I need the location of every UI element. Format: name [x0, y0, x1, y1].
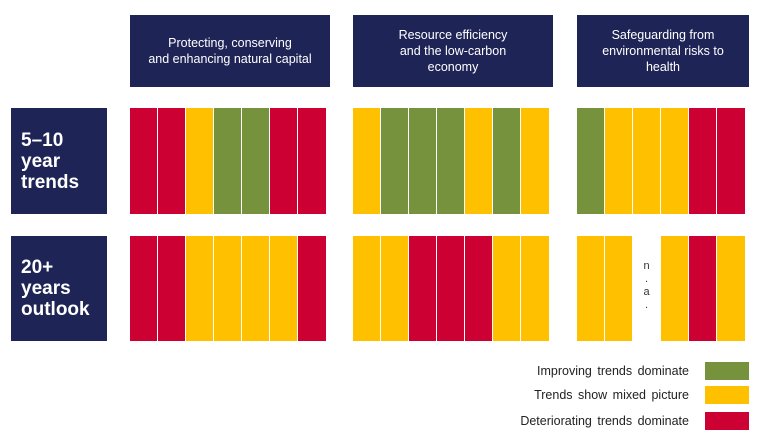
status-cell-improving — [409, 108, 437, 214]
status-cell-mixed — [465, 108, 493, 214]
status-cell-deteriorating — [689, 236, 717, 341]
status-cell-deteriorating — [689, 108, 717, 214]
outlook-cells-20-resource-efficiency — [353, 236, 549, 341]
row-header-20-years-outlook: 20+ years outlook — [11, 236, 107, 341]
status-cell-mixed — [353, 108, 381, 214]
status-cell-mixed — [214, 236, 242, 341]
status-cell-mixed — [717, 236, 745, 341]
legend-label: Deteriorating trends dominate — [520, 414, 689, 428]
legend-swatch-improving — [705, 362, 749, 380]
status-cell-improving — [214, 108, 242, 214]
legend-swatch-mixed — [705, 386, 749, 404]
status-cell-mixed — [270, 236, 298, 341]
na-label: n . a . — [633, 260, 660, 312]
status-cell-deteriorating — [130, 108, 158, 214]
status-cell-mixed — [353, 236, 381, 341]
column-header-resource-efficiency: Resource efficiency and the low-carbon e… — [353, 15, 553, 87]
status-cell-mixed — [186, 108, 214, 214]
legend-item-deteriorating: Deteriorating trends dominate — [520, 412, 749, 430]
status-cell-deteriorating — [158, 108, 186, 214]
status-cell-mixed — [605, 236, 633, 341]
status-cell-deteriorating — [158, 236, 186, 341]
status-cell-mixed — [661, 236, 689, 341]
trend-cells-5-10-natural-capital — [130, 108, 326, 214]
status-cell-mixed — [605, 108, 633, 214]
column-header-environmental-risks: Safeguarding from environmental risks to… — [577, 15, 749, 87]
status-cell-deteriorating — [298, 108, 326, 214]
legend-label: Trends show mixed picture — [534, 388, 689, 402]
column-header-natural-capital: Protecting, conserving and enhancing nat… — [130, 15, 330, 87]
row-header-label: 20+ years outlook — [21, 257, 90, 320]
status-cell-improving — [437, 108, 465, 214]
status-cell-deteriorating — [717, 108, 745, 214]
status-cell-improving — [242, 108, 270, 214]
row-header-label: 5–10 year trends — [21, 130, 79, 193]
legend-item-mixed: Trends show mixed picture — [534, 386, 749, 404]
status-cell-mixed — [661, 108, 689, 214]
trend-cells-5-10-resource-efficiency — [353, 108, 549, 214]
status-cell-mixed — [521, 236, 549, 341]
status-cell-improving — [493, 108, 521, 214]
status-cell-deteriorating — [465, 236, 493, 341]
status-cell-mixed — [577, 236, 605, 341]
status-cell-deteriorating — [270, 108, 298, 214]
status-cell-deteriorating — [130, 236, 158, 341]
status-cell-deteriorating — [409, 236, 437, 341]
status-cell-improving — [381, 108, 409, 214]
status-cell-mixed — [186, 236, 214, 341]
status-cell-deteriorating — [437, 236, 465, 341]
status-cell-mixed — [633, 108, 661, 214]
outlook-cells-20-environmental-risks: n . a . — [577, 236, 745, 341]
status-cell-mixed — [242, 236, 270, 341]
legend-label: Improving trends dominate — [537, 364, 689, 378]
status-cell-mixed — [521, 108, 549, 214]
status-cell-improving — [577, 108, 605, 214]
status-cell-deteriorating — [298, 236, 326, 341]
status-cell-not-applicable: n . a . — [633, 236, 661, 341]
outlook-cells-20-natural-capital — [130, 236, 326, 341]
legend-swatch-deteriorating — [705, 412, 749, 430]
status-cell-mixed — [381, 236, 409, 341]
row-header-5-10-year-trends: 5–10 year trends — [11, 108, 107, 214]
status-cell-mixed — [493, 236, 521, 341]
trend-cells-5-10-environmental-risks — [577, 108, 745, 214]
legend-item-improving: Improving trends dominate — [537, 362, 749, 380]
